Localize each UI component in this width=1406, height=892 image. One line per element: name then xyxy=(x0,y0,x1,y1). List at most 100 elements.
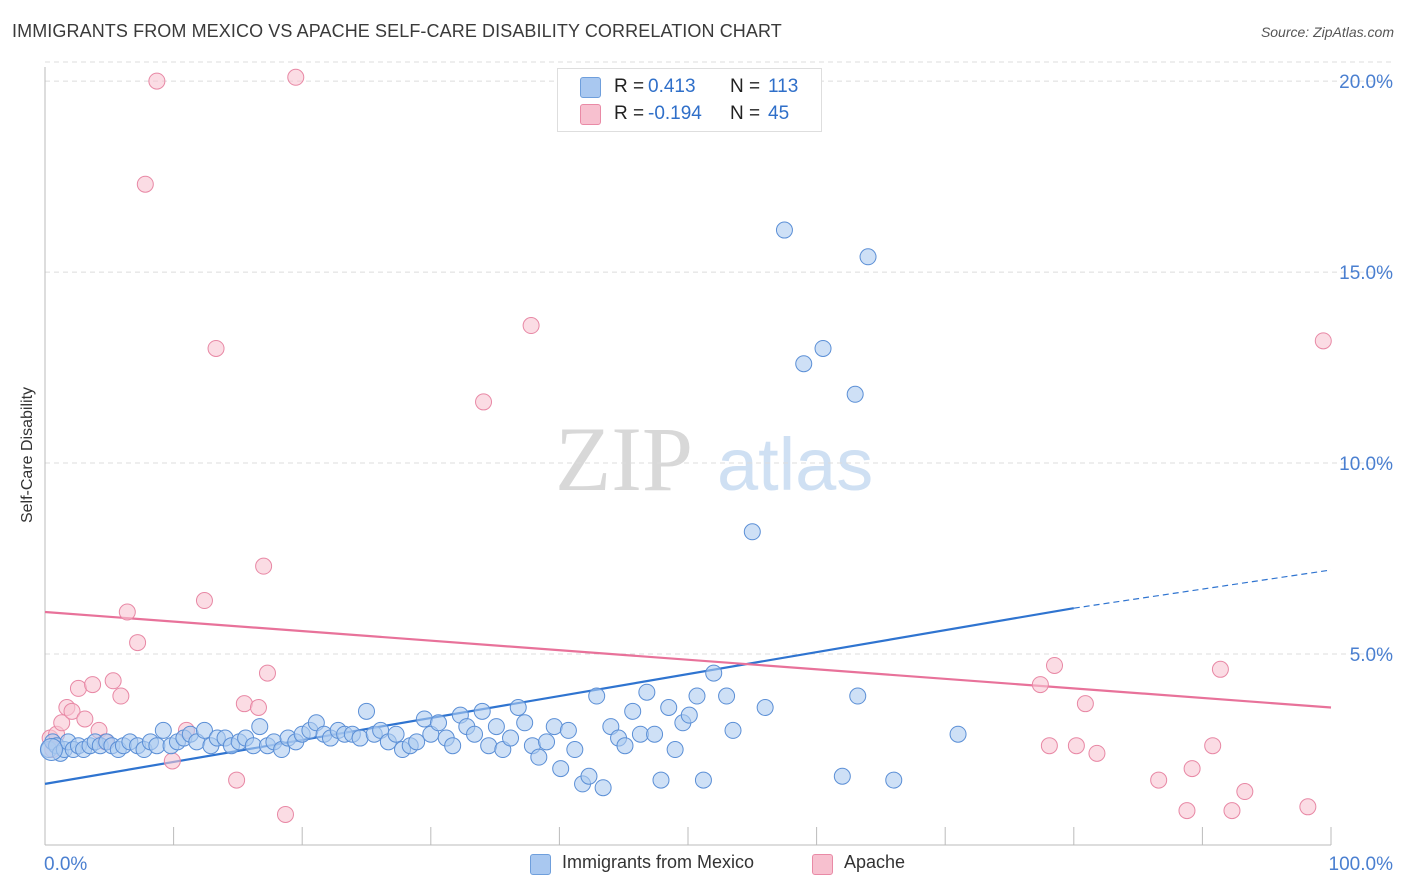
data-point xyxy=(795,355,813,373)
trend-line xyxy=(44,610,1332,709)
data-point xyxy=(84,676,102,694)
data-point xyxy=(559,721,577,739)
data-point xyxy=(63,702,81,720)
watermark-atlas: atlas xyxy=(717,423,873,506)
legend-row-apache: R = -0.194 N = 45 xyxy=(558,100,821,128)
data-point xyxy=(415,710,433,728)
data-point xyxy=(276,805,294,823)
data-point xyxy=(566,741,584,759)
y-tick-label: 10.0% xyxy=(1339,454,1393,475)
data-point xyxy=(545,718,563,736)
n-label: N = xyxy=(730,76,761,97)
data-point xyxy=(475,393,493,411)
data-point xyxy=(1067,737,1085,755)
data-point xyxy=(814,339,832,357)
data-point xyxy=(885,771,903,789)
data-point xyxy=(718,687,736,705)
data-point xyxy=(522,317,540,335)
data-point xyxy=(228,771,246,789)
legend-swatch-mexico xyxy=(530,854,551,875)
data-point xyxy=(53,714,71,732)
legend-swatch-mexico xyxy=(580,77,601,98)
chart-title: IMMIGRANTS FROM MEXICO VS APACHE SELF-CA… xyxy=(12,21,782,41)
legend-swatch-apache xyxy=(812,854,833,875)
legend-label-apache: Apache xyxy=(844,852,906,872)
data-point xyxy=(244,737,262,755)
data-point xyxy=(76,710,94,728)
data-point xyxy=(588,687,606,705)
data-point xyxy=(949,725,967,743)
data-point xyxy=(743,523,761,541)
data-point xyxy=(1088,744,1106,762)
data-point xyxy=(1204,737,1222,755)
data-point xyxy=(473,702,491,720)
data-point xyxy=(148,72,166,90)
data-point xyxy=(251,718,269,736)
data-point xyxy=(1223,802,1241,820)
data-point xyxy=(530,748,548,766)
trend-lines xyxy=(44,569,1332,785)
data-point xyxy=(580,767,598,785)
data-point xyxy=(444,737,462,755)
data-point xyxy=(408,733,426,751)
data-point xyxy=(358,702,375,720)
watermark-zip: ZIP xyxy=(555,408,693,510)
data-point xyxy=(249,698,267,716)
n-value: 45 xyxy=(768,103,790,124)
n-label: N = xyxy=(730,103,761,124)
data-point xyxy=(666,741,684,759)
data-point xyxy=(1076,695,1094,713)
data-point xyxy=(509,698,527,716)
legend-row-mexico: R = 0.413 N = 113 xyxy=(558,73,821,101)
data-point xyxy=(163,752,181,770)
data-point xyxy=(69,679,87,697)
data-point xyxy=(1040,737,1058,755)
data-point xyxy=(387,725,405,743)
mexico-points xyxy=(39,221,967,797)
y-tick-label: 20.0% xyxy=(1339,72,1393,93)
data-point xyxy=(616,737,634,755)
data-point xyxy=(430,714,448,732)
data-point xyxy=(552,760,570,778)
data-point xyxy=(638,683,656,701)
data-point xyxy=(756,698,774,716)
data-point xyxy=(1178,802,1196,820)
data-point xyxy=(136,175,154,193)
r-value: 0.413 xyxy=(648,76,696,97)
data-point xyxy=(118,603,136,621)
data-point xyxy=(258,664,276,682)
data-point xyxy=(480,737,498,755)
x-tick-label: 0.0% xyxy=(44,854,87,875)
legend-label-mexico: Immigrants from Mexico xyxy=(562,852,755,872)
legend-swatch-apache xyxy=(580,104,601,125)
data-point xyxy=(680,706,698,724)
data-point xyxy=(694,771,712,789)
r-label: R = xyxy=(614,76,645,97)
source-label: Source: ZipAtlas.com xyxy=(1260,24,1394,40)
tick-labels: 5.0% 10.0% 15.0% 20.0% 0.0% 100.0% xyxy=(44,72,1393,875)
data-point xyxy=(502,729,520,747)
r-value: -0.194 xyxy=(648,103,702,124)
axes xyxy=(44,67,1332,846)
data-point xyxy=(724,721,742,739)
data-point xyxy=(624,702,642,720)
y-tick-label: 15.0% xyxy=(1339,263,1393,284)
data-point xyxy=(195,592,213,610)
watermark: ZIP atlas xyxy=(555,408,873,510)
data-point xyxy=(104,672,122,690)
data-point xyxy=(538,733,556,751)
data-point xyxy=(859,248,877,266)
r-label: R = xyxy=(614,103,645,124)
gridlines xyxy=(45,61,1395,655)
x-tick-label: 100.0% xyxy=(1329,854,1394,875)
correlation-legend: R = 0.413 N = 113 R = -0.194 N = 45 xyxy=(557,68,822,132)
data-point xyxy=(235,695,253,713)
data-point xyxy=(487,718,505,736)
data-point xyxy=(148,737,166,755)
data-point xyxy=(849,687,867,705)
n-value: 113 xyxy=(768,76,799,97)
data-point xyxy=(39,738,63,762)
data-point xyxy=(1150,771,1168,789)
data-point xyxy=(154,721,172,739)
data-point xyxy=(1236,783,1254,801)
